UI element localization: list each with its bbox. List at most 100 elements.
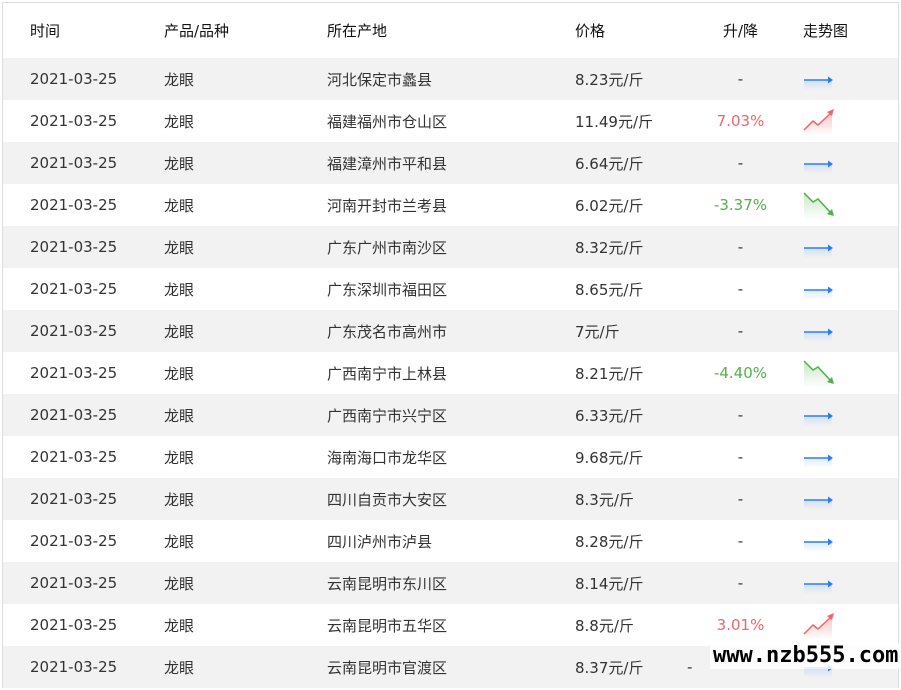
price-cell: 8.14元/斤 — [575, 574, 644, 593]
trend-up-icon — [803, 604, 837, 646]
trend-flat-icon — [803, 58, 837, 100]
change-cell: - — [737, 490, 744, 508]
product-cell: 龙眼 — [164, 196, 195, 215]
table-row: 2021-03-25 龙眼 四川泸州市泸县 8.28元/斤 - — [3, 520, 898, 562]
trend-flat-icon — [803, 394, 837, 436]
product-cell: 龙眼 — [164, 154, 195, 173]
product-cell: 龙眼 — [164, 280, 195, 299]
price-cell: 8.21元/斤 — [575, 364, 644, 383]
origin-cell: 河南开封市兰考县 — [327, 196, 448, 215]
change-cell: - — [737, 70, 744, 88]
change-cell: - — [687, 658, 693, 676]
origin-cell: 云南昆明市五华区 — [327, 616, 448, 635]
product-cell: 龙眼 — [164, 70, 195, 89]
change-cell: - — [737, 238, 744, 256]
date-cell: 2021-03-25 — [30, 574, 118, 592]
product-cell: 龙眼 — [164, 322, 195, 341]
change-cell: -4.40% — [713, 364, 768, 382]
trend-flat-icon — [803, 268, 837, 310]
product-cell: 龙眼 — [164, 532, 195, 551]
price-cell: 8.32元/斤 — [575, 238, 644, 257]
date-cell: 2021-03-25 — [30, 322, 118, 340]
date-cell: 2021-03-25 — [30, 406, 118, 424]
origin-cell: 广东深圳市福田区 — [327, 280, 448, 299]
table-row: 2021-03-25 龙眼 广西南宁市兴宁区 6.33元/斤 - — [3, 394, 898, 436]
change-cell: - — [737, 322, 744, 340]
origin-cell: 广西南宁市上林县 — [327, 364, 448, 383]
price-cell: 8.65元/斤 — [575, 280, 644, 299]
date-cell: 2021-03-25 — [30, 364, 118, 382]
price-cell: 8.8元/斤 — [575, 616, 634, 635]
trend-flat-icon — [803, 562, 837, 604]
header-change: 升/降 — [722, 22, 759, 40]
price-cell: 6.33元/斤 — [575, 406, 644, 425]
trend-flat-icon — [803, 478, 837, 520]
product-cell: 龙眼 — [164, 406, 195, 425]
origin-cell: 云南昆明市官渡区 — [327, 658, 448, 677]
header-date: 时间 — [30, 22, 61, 40]
price-cell: 8.23元/斤 — [575, 70, 644, 89]
trend-down-icon — [803, 352, 837, 394]
origin-cell: 四川泸州市泸县 — [327, 532, 433, 551]
product-cell: 龙眼 — [164, 112, 195, 131]
origin-cell: 福建福州市仓山区 — [327, 112, 448, 131]
price-cell: 8.3元/斤 — [575, 490, 634, 509]
trend-flat-icon — [803, 436, 837, 478]
date-cell: 2021-03-25 — [30, 448, 118, 466]
trend-down-icon — [803, 184, 837, 226]
price-cell: 11.49元/斤 — [575, 112, 653, 131]
product-cell: 龙眼 — [164, 448, 195, 467]
price-cell: 6.64元/斤 — [575, 154, 644, 173]
header-origin: 所在产地 — [327, 22, 388, 40]
trend-up-icon — [803, 100, 837, 142]
change-cell: -3.37% — [713, 196, 768, 214]
date-cell: 2021-03-25 — [30, 658, 118, 676]
table-row: 2021-03-25 龙眼 广西南宁市上林县 8.21元/斤 -4.40% — [3, 352, 898, 394]
change-cell: - — [737, 154, 744, 172]
origin-cell: 海南海口市龙华区 — [327, 448, 448, 467]
change-cell: - — [737, 532, 744, 550]
table-row: 2021-03-25 龙眼 福建漳州市平和县 6.64元/斤 - — [3, 142, 898, 184]
change-cell: - — [737, 406, 744, 424]
change-cell: - — [737, 574, 744, 592]
origin-cell: 云南昆明市东川区 — [327, 574, 448, 593]
origin-cell: 河北保定市蠡县 — [327, 70, 433, 89]
trend-flat-icon — [803, 310, 837, 352]
product-cell: 龙眼 — [164, 658, 195, 677]
change-cell: - — [737, 280, 744, 298]
table-row: 2021-03-25 龙眼 福建福州市仓山区 11.49元/斤 7.03% — [3, 100, 898, 142]
origin-cell: 广东广州市南沙区 — [327, 238, 448, 257]
price-cell: 8.28元/斤 — [575, 532, 644, 551]
price-cell: 9.68元/斤 — [575, 448, 644, 467]
product-cell: 龙眼 — [164, 616, 195, 635]
product-cell: 龙眼 — [164, 238, 195, 257]
date-cell: 2021-03-25 — [30, 112, 118, 130]
date-cell: 2021-03-25 — [30, 154, 118, 172]
price-cell: 6.02元/斤 — [575, 196, 644, 215]
product-cell: 龙眼 — [164, 490, 195, 509]
table-row: 2021-03-25 龙眼 河北保定市蠡县 8.23元/斤 - — [3, 58, 898, 100]
date-cell: 2021-03-25 — [30, 490, 118, 508]
table-row: 2021-03-25 龙眼 云南昆明市东川区 8.14元/斤 - — [3, 562, 898, 604]
table-header: 时间 产品/品种 所在产地 价格 升/降 走势图 — [3, 3, 898, 58]
date-cell: 2021-03-25 — [30, 70, 118, 88]
header-price: 价格 — [575, 22, 606, 40]
table-row: 2021-03-25 龙眼 海南海口市龙华区 9.68元/斤 - — [3, 436, 898, 478]
origin-cell: 福建漳州市平和县 — [327, 154, 448, 173]
origin-cell: 四川自贡市大安区 — [327, 490, 448, 509]
change-cell: - — [737, 448, 744, 466]
change-cell: 3.01% — [716, 616, 765, 634]
table-row: 2021-03-25 龙眼 河南开封市兰考县 6.02元/斤 -3.37% — [3, 184, 898, 226]
date-cell: 2021-03-25 — [30, 280, 118, 298]
table-row: 2021-03-25 龙眼 云南昆明市五华区 8.8元/斤 3.01% — [3, 604, 898, 646]
date-cell: 2021-03-25 — [30, 532, 118, 550]
origin-cell: 广西南宁市兴宁区 — [327, 406, 448, 425]
header-product: 产品/品种 — [164, 22, 230, 40]
date-cell: 2021-03-25 — [30, 196, 118, 214]
origin-cell: 广东茂名市高州市 — [327, 322, 448, 341]
header-trend: 走势图 — [803, 22, 849, 40]
watermark: www.nzb555.com — [710, 643, 901, 669]
trend-flat-icon — [803, 226, 837, 268]
date-cell: 2021-03-25 — [30, 238, 118, 256]
